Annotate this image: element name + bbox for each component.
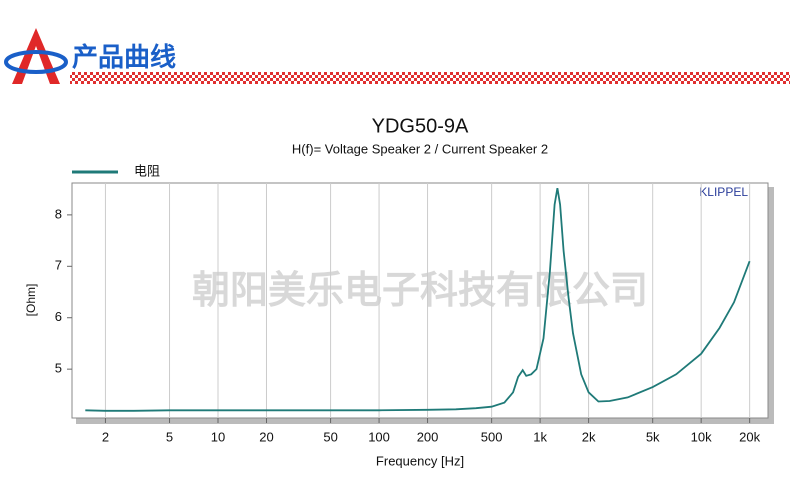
header-title: 产品曲线 [72,42,176,72]
y-tick-label: 5 [55,361,62,376]
x-tick-label: 20k [739,429,760,444]
legend-label: 电阻 [134,163,160,178]
x-axis-label: Frequency [Hz] [376,453,464,468]
brand: KLIPPEL [699,185,748,199]
x-tick-label: 50 [323,429,337,444]
chart-title: YDG50-9A [372,115,469,137]
x-tick-label: 10 [211,429,225,444]
x-tick-label: 100 [368,429,390,444]
x-tick-label: 2k [582,429,596,444]
x-tick-label: 5k [646,429,660,444]
header-divider [70,72,790,84]
x-tick-label: 20 [259,429,273,444]
x-tick-label: 500 [481,429,503,444]
logo [4,28,68,84]
x-tick-label: 10k [691,429,712,444]
series-line [85,187,751,412]
y-tick-label: 7 [55,258,62,273]
x-tick-label: 2 [102,429,109,444]
y-axis-label: [Ohm] [24,284,38,317]
plot-area [71,182,769,419]
y-tick-label: 8 [55,206,62,221]
chart-subtitle: H(f)= Voltage Speaker 2 / Current Speake… [292,141,548,156]
x-tick-label: 200 [417,429,439,444]
x-tick-label: 5 [166,429,173,444]
y-tick-label: 6 [55,309,62,324]
x-tick-label: 1k [533,429,547,444]
watermark: 朝阳美乐电子科技有限公司 [192,270,648,312]
